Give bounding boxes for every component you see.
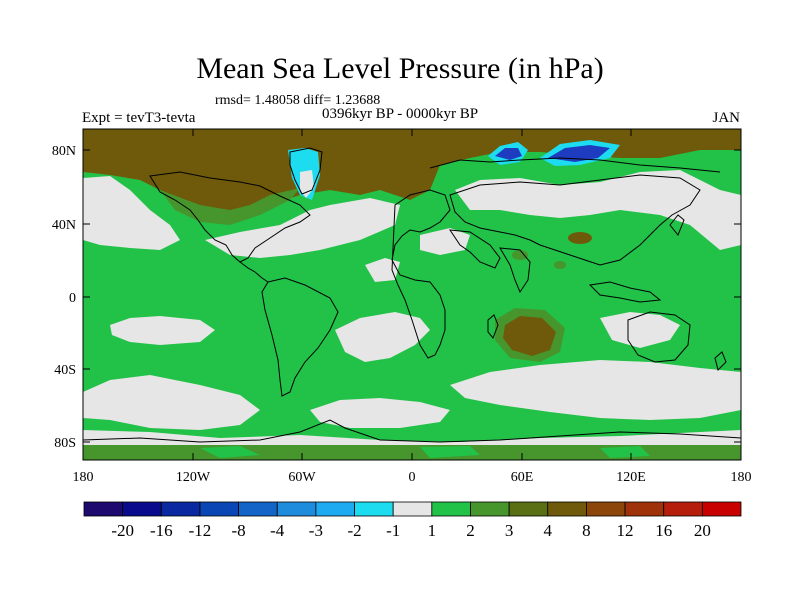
lat-axis [83, 149, 741, 443]
south-pacific-neutral-west [110, 316, 215, 345]
colorbar-label: 12 [617, 521, 634, 540]
colorbar [83, 501, 742, 517]
indian-ocean-high-core [503, 316, 556, 356]
colorbar-labels: -20 -16 -12 -8 -4 -3 -2 -1 1 2 3 4 8 12 16 20 [111, 521, 711, 540]
siberia-low-west-core [495, 148, 522, 160]
colorbar-swatch [663, 501, 703, 517]
colorbar-swatch [508, 501, 549, 517]
lat-tick-label: 80N [52, 144, 76, 159]
map-title: Mean Sea Level Pressure (in hPa) [196, 52, 604, 85]
colorbar-label: -4 [270, 521, 285, 540]
colorbar-label: -8 [232, 521, 246, 540]
lon-tick-label: 180 [73, 470, 94, 485]
asia-neutral [455, 170, 741, 250]
lat-tick-label: 80S [54, 436, 76, 451]
colorbar-label: -16 [150, 521, 173, 540]
south-indian-neutral [600, 312, 680, 348]
colorbar-swatch [238, 501, 278, 517]
north-pacific-neutral-west [83, 176, 180, 250]
colorbar-label: 3 [505, 521, 514, 540]
antarctic-green-patches [200, 446, 650, 458]
colorbar-swatch [315, 501, 355, 517]
colorbar-label: 2 [466, 521, 475, 540]
lon-tick-label: 120W [176, 470, 211, 485]
colorbar-label: 1 [428, 521, 437, 540]
colorbar-label: 20 [694, 521, 711, 540]
pressure-field [83, 129, 741, 460]
colorbar-swatch [83, 501, 124, 517]
southern-ocean-neutral-east [450, 360, 741, 420]
asia-high-patch-3 [554, 261, 566, 269]
lon-labels: 180 120W 60W 0 60E 120E 180 [73, 470, 752, 485]
colorbar-swatch [624, 501, 665, 517]
period-label: 0396kyr BP - 0000kyr BP [321, 106, 479, 122]
colorbar-label: 4 [544, 521, 553, 540]
colorbar-swatch [547, 501, 587, 517]
lon-tick-label: 180 [731, 470, 752, 485]
colorbar-swatch [392, 501, 433, 517]
antarctic-olive-band [83, 445, 741, 460]
lon-axis [82, 129, 742, 460]
lon-tick-label: 60W [288, 470, 316, 485]
colorbar-swatch [276, 501, 317, 517]
colorbar-label: -2 [347, 521, 361, 540]
mediterranean-neutral [420, 228, 470, 255]
colorbar-label: -12 [189, 521, 212, 540]
lon-tick-label: 0 [409, 470, 416, 485]
southern-ocean-neutral-west [83, 375, 260, 430]
experiment-label: Expt = tevT3-tevta [82, 110, 196, 126]
lon-tick-label: 120E [616, 470, 646, 485]
colorbar-label: 16 [655, 521, 672, 540]
colorbar-label: -20 [111, 521, 134, 540]
tropical-atlantic-neutral [365, 258, 400, 282]
colorbar-swatch [122, 501, 162, 517]
month-label: JAN [712, 110, 740, 126]
lat-tick-label: 40N [52, 218, 76, 233]
lon-tick-label: 60E [511, 470, 534, 485]
lat-tick-label: 40S [54, 363, 76, 378]
southern-ocean-neutral-mid [310, 398, 450, 428]
stats-text: rmsd= 1.48058 diff= 1.23688 [215, 93, 381, 108]
lat-labels: 80N 40N 0 40S 80S [52, 144, 76, 451]
asia-high-patch-2 [512, 250, 528, 260]
coastlines [83, 147, 741, 443]
colorbar-label: -3 [309, 521, 323, 540]
colorbar-swatch [354, 501, 394, 517]
colorbar-swatch [199, 501, 239, 517]
colorbar-swatch [586, 501, 626, 517]
colorbar-swatch [701, 501, 742, 517]
lat-tick-label: 0 [69, 291, 76, 306]
north-america-neutral [205, 198, 400, 258]
colorbar-label: 8 [582, 521, 591, 540]
colorbar-swatch [470, 501, 510, 517]
colorbar-swatch [160, 501, 201, 517]
asia-high-patch-1 [568, 232, 592, 244]
antarctic-neutral-strip [83, 430, 741, 445]
south-atlantic-neutral [335, 312, 430, 362]
colorbar-label: -1 [386, 521, 400, 540]
colorbar-swatch [431, 501, 471, 517]
